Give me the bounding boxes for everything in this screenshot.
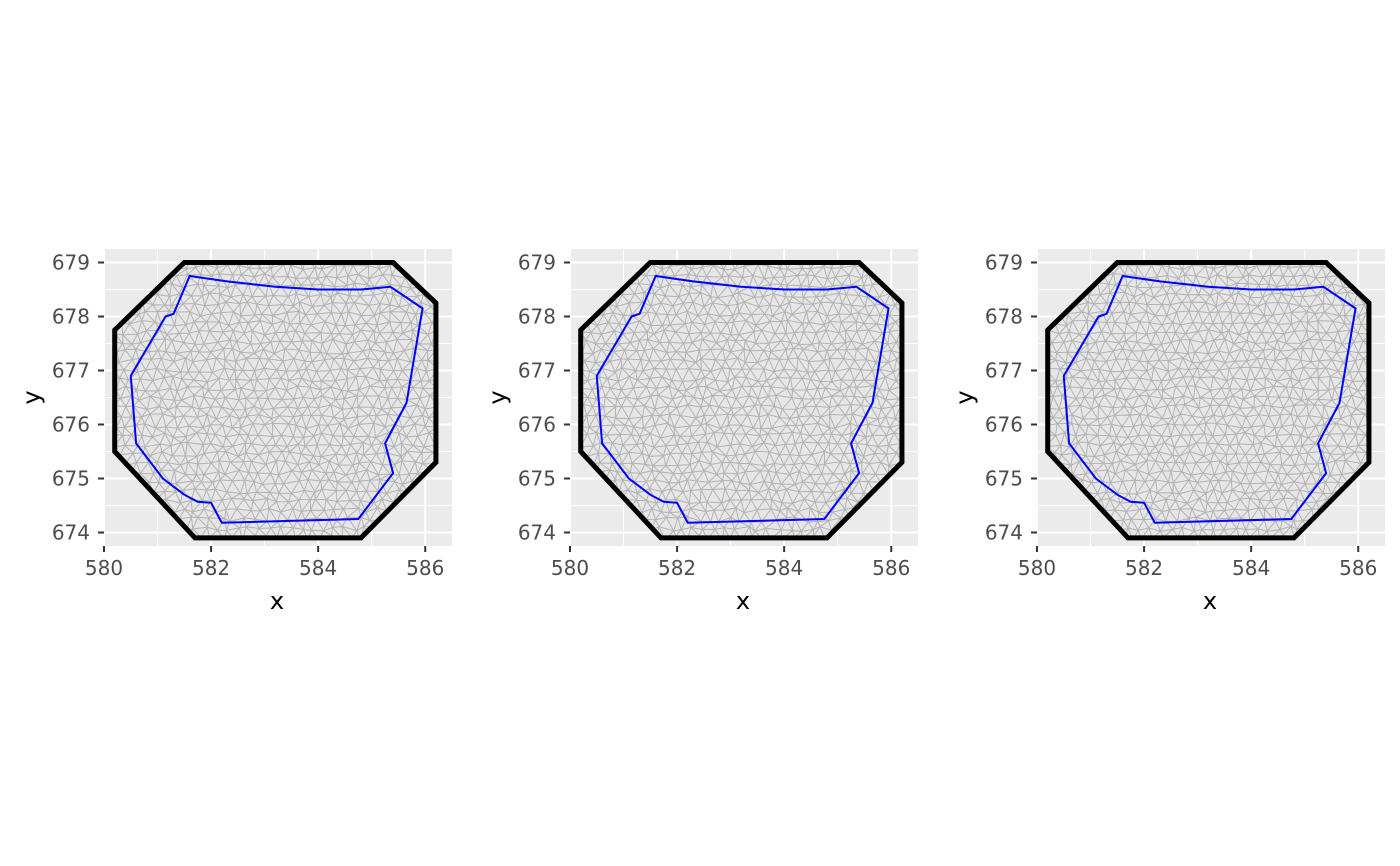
y-tick-label: 675 <box>52 467 90 491</box>
x-tick-label: 582 <box>192 556 230 580</box>
y-tick-label: 676 <box>518 413 556 437</box>
x-axis-title: x <box>736 587 750 615</box>
y-tick-label: 678 <box>518 305 556 329</box>
x-tick-label: 580 <box>1018 556 1056 580</box>
mesh-triangles <box>580 262 902 538</box>
y-tick-label: 676 <box>52 413 90 437</box>
y-tick-label: 676 <box>985 413 1023 437</box>
y-tick-label: 679 <box>52 251 90 275</box>
y-axis-title: y <box>950 390 978 404</box>
y-tick-label: 675 <box>985 467 1023 491</box>
y-tick-label: 677 <box>985 359 1023 383</box>
x-tick-label: 580 <box>85 556 123 580</box>
x-tick-label: 582 <box>658 556 696 580</box>
mesh-triangles <box>1047 262 1369 538</box>
y-tick-label: 674 <box>52 521 90 545</box>
y-tick-label: 678 <box>52 305 90 329</box>
panel-2: 580 582 584 586 674 675 676 677 678 679 x y <box>483 249 918 615</box>
y-axis-title: y <box>483 390 511 404</box>
x-axis-title: x <box>270 587 284 615</box>
panel-1: 580 582 584 586 674 675 676 677 678 679 x y <box>17 249 452 615</box>
y-tick-label: 678 <box>985 305 1023 329</box>
outer-boundary <box>112 260 439 541</box>
y-tick-label: 677 <box>518 359 556 383</box>
mesh-triangles <box>114 262 436 538</box>
y-tick-label: 674 <box>985 521 1023 545</box>
panel-3: 580 582 584 586 674 675 676 677 678 679 x y <box>950 249 1385 615</box>
outer-boundary <box>1045 260 1372 541</box>
y-axis-title: y <box>17 390 45 404</box>
y-tick-label: 675 <box>518 467 556 491</box>
x-tick-label: 584 <box>1232 556 1270 580</box>
x-tick-label: 582 <box>1125 556 1163 580</box>
x-tick-label: 586 <box>1339 556 1377 580</box>
y-tick-label: 674 <box>518 521 556 545</box>
x-tick-label: 586 <box>872 556 910 580</box>
outer-boundary <box>578 260 905 541</box>
x-tick-label: 580 <box>551 556 589 580</box>
y-tick-label: 679 <box>985 251 1023 275</box>
y-tick-label: 677 <box>52 359 90 383</box>
inner-polygon <box>1062 274 1357 524</box>
x-tick-label: 584 <box>299 556 337 580</box>
y-tick-label: 679 <box>518 251 556 275</box>
x-axis-title: x <box>1203 587 1217 615</box>
inner-polygon <box>595 274 890 524</box>
x-tick-label: 586 <box>406 556 444 580</box>
x-tick-label: 584 <box>765 556 803 580</box>
inner-polygon <box>129 274 424 524</box>
